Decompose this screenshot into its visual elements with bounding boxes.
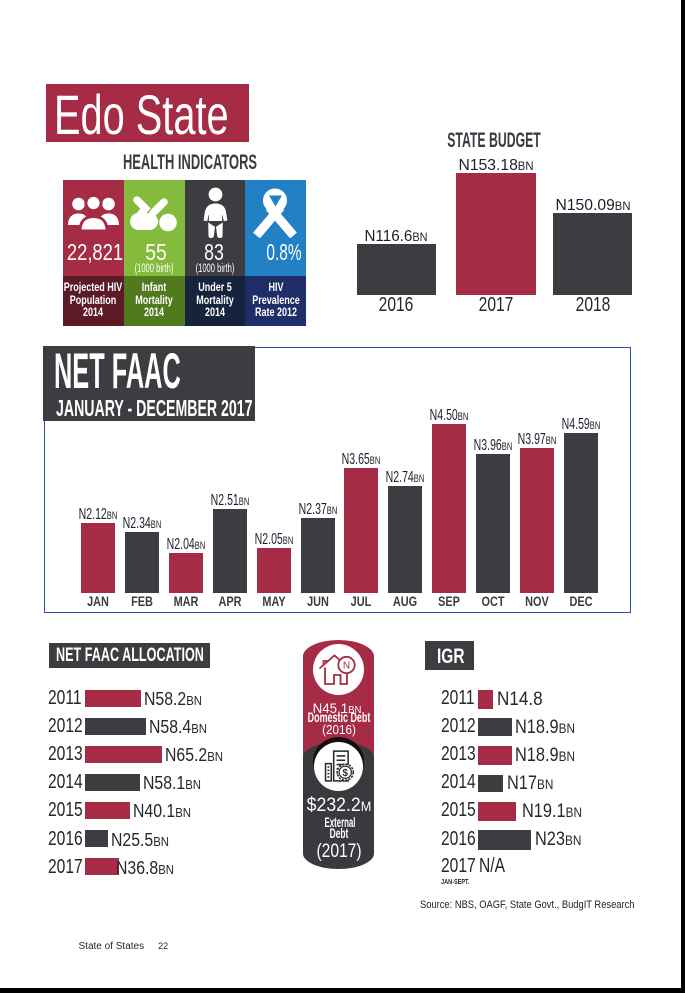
svg-text:$: $ — [342, 768, 348, 779]
svg-text:N: N — [343, 661, 350, 672]
